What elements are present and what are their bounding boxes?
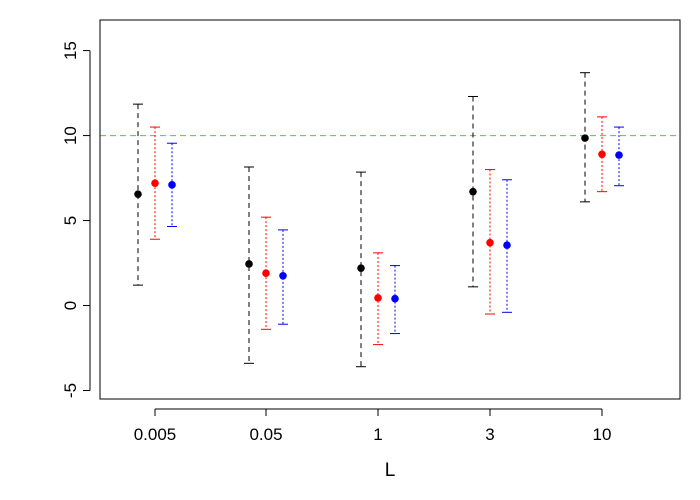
x-tick-label: 0.005 — [134, 425, 177, 444]
data-point — [615, 151, 623, 159]
y-axis: -5 0 5 10 15 — [61, 41, 91, 398]
data-point — [503, 241, 511, 249]
y-tick-label: 0 — [61, 301, 80, 310]
data-point — [391, 294, 399, 303]
data-point — [486, 238, 494, 247]
x-tick-label: 1 — [373, 425, 382, 444]
y-tick-label: -5 — [61, 383, 80, 398]
data-point — [279, 271, 287, 280]
data-point — [168, 181, 176, 189]
series-layer — [133, 72, 624, 368]
x-axis-title: L — [385, 460, 396, 481]
data-point — [469, 187, 477, 196]
data-point — [581, 134, 589, 142]
data-point — [357, 264, 365, 272]
series-1 — [133, 72, 590, 368]
x-tick-label: 3 — [485, 425, 494, 444]
plot-frame — [99, 19, 681, 400]
y-tick-label: 5 — [61, 216, 80, 225]
data-point — [262, 269, 270, 278]
data-point — [245, 260, 253, 268]
data-point — [598, 150, 606, 159]
x-axis: 0.005 0.05 1 3 10 — [134, 408, 612, 444]
data-point — [151, 179, 159, 187]
data-point — [374, 294, 382, 302]
data-point — [134, 190, 142, 199]
x-tick-label: 10 — [593, 425, 612, 444]
series-2 — [150, 116, 607, 346]
y-tick-label: 10 — [61, 126, 80, 145]
y-tick-label: 15 — [61, 41, 80, 60]
series-3 — [167, 126, 624, 335]
x-tick-label: 0.05 — [249, 425, 282, 444]
